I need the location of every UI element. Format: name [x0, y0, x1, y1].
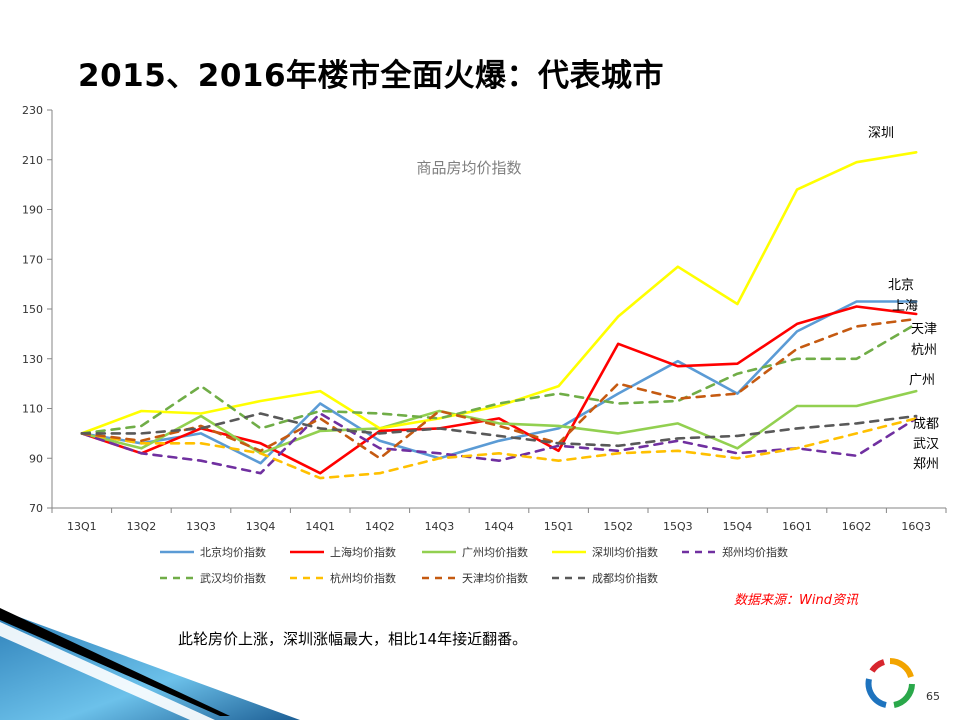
- x-tick-label: 15Q4: [723, 520, 753, 533]
- x-tick-label: 16Q1: [782, 520, 812, 533]
- x-tick-label: 14Q3: [425, 520, 455, 533]
- x-tick-label: 15Q1: [544, 520, 574, 533]
- legend-item-上海: 上海均价指数: [290, 545, 396, 559]
- series-line-成都: [80, 412, 918, 448]
- city-label-郑州: 郑州: [913, 457, 939, 472]
- series-line-深圳: [80, 151, 918, 435]
- y-tick-label: 90: [29, 452, 43, 465]
- city-label-天津: 天津: [911, 322, 937, 337]
- y-tick-label: 210: [22, 154, 43, 167]
- legend-item-成都: 成都均价指数: [552, 571, 658, 585]
- y-tick-label: 110: [22, 403, 43, 416]
- city-label-广州: 广州: [909, 373, 935, 388]
- series-layer: [80, 151, 918, 480]
- legend-label: 郑州均价指数: [722, 545, 788, 559]
- legend-item-武汉: 武汉均价指数: [160, 571, 266, 585]
- legend-label: 深圳均价指数: [592, 545, 658, 559]
- y-tick-label: 230: [22, 104, 43, 117]
- legend-item-深圳: 深圳均价指数: [552, 545, 658, 559]
- city-label-成都: 成都: [913, 417, 939, 432]
- series-line-杭州: [80, 417, 918, 480]
- legend-item-郑州: 郑州均价指数: [682, 545, 788, 559]
- city-label-武汉: 武汉: [913, 437, 939, 452]
- page-number: 65: [926, 690, 940, 703]
- y-tick-label: 70: [29, 502, 43, 515]
- series-line-北京: [80, 300, 918, 465]
- city-label-上海: 上海: [892, 299, 918, 314]
- city-label-北京: 北京: [888, 278, 914, 293]
- company-logo: [865, 658, 915, 708]
- city-label-深圳: 深圳: [868, 126, 894, 141]
- decoration-blue-wedge: [0, 610, 300, 720]
- slide-title: 2015、2016年楼市全面火爆：代表城市: [78, 58, 665, 94]
- series-line-广州: [80, 389, 918, 455]
- y-tick-label: 130: [22, 353, 43, 366]
- x-tick-label: 13Q3: [186, 520, 216, 533]
- source-note: 数据来源：Wind资讯: [734, 593, 858, 608]
- legend-label: 广州均价指数: [462, 545, 528, 559]
- legend-label: 武汉均价指数: [200, 571, 266, 585]
- x-tick-label: 15Q3: [663, 520, 693, 533]
- legend-item-广州: 广州均价指数: [422, 545, 528, 559]
- x-tick-label: 13Q4: [246, 520, 276, 533]
- x-tick-label: 16Q3: [901, 520, 931, 533]
- legend-label: 上海均价指数: [330, 545, 396, 559]
- caption-box: 此轮房价上涨，深圳涨幅最大，相比14年接近翻番。: [172, 623, 612, 655]
- decoration-white-stripe: [0, 622, 215, 720]
- chart-axes: 70 90 110 130 150 170 190 210 230 13Q1 13Q2 13Q3 13Q…: [22, 104, 947, 533]
- y-tick-label: 190: [22, 204, 43, 217]
- line-chart: 70 90 110 130 150 170 190 210 230 13Q1 13Q2 13Q3 13Q…: [22, 104, 947, 585]
- slide-decoration: [0, 608, 300, 720]
- x-tick-label: 14Q1: [305, 520, 335, 533]
- legend-label: 天津均价指数: [462, 571, 528, 585]
- series-line-郑州: [80, 412, 918, 475]
- city-label-杭州: 杭州: [911, 343, 937, 358]
- legend-label: 成都均价指数: [592, 571, 658, 585]
- y-tick-label: 170: [22, 253, 43, 266]
- legend-item-北京: 北京均价指数: [160, 545, 266, 559]
- legend-label: 杭州均价指数: [330, 571, 396, 585]
- x-tick-label: 16Q2: [842, 520, 872, 533]
- legend-item-天津: 天津均价指数: [422, 571, 528, 585]
- chart-title: 商品房均价指数: [416, 159, 521, 177]
- x-tick-label: 13Q1: [67, 520, 97, 533]
- decoration-black-stripe: [0, 608, 230, 716]
- y-tick-label: 150: [22, 303, 43, 316]
- series-line-天津: [80, 317, 918, 460]
- legend-item-杭州: 杭州均价指数: [290, 571, 396, 585]
- x-tick-label: 15Q2: [603, 520, 633, 533]
- x-tick-label: 14Q4: [484, 520, 514, 533]
- series-line-武汉: [80, 322, 918, 435]
- x-tick-label: 13Q2: [127, 520, 157, 533]
- x-tick-label: 14Q2: [365, 520, 395, 533]
- legend-label: 北京均价指数: [200, 545, 266, 559]
